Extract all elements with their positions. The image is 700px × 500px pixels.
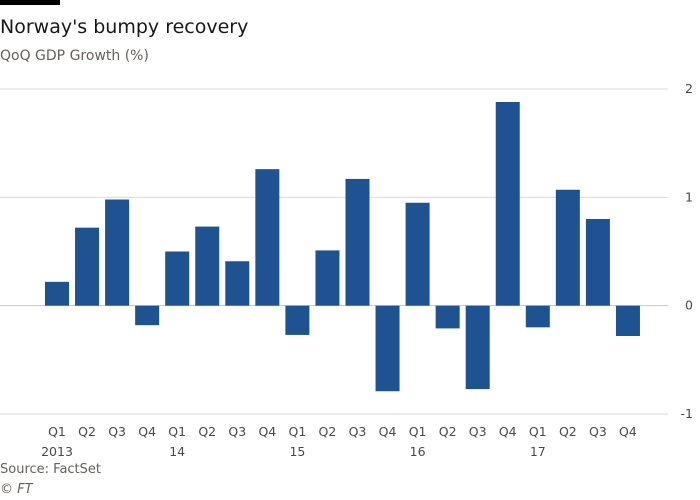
copyright-note: © FT <box>0 482 33 497</box>
x-tick-label: Q4 <box>499 424 517 439</box>
brand-bar <box>0 0 60 5</box>
bars <box>45 102 640 392</box>
x-year-label: 17 <box>530 444 546 459</box>
y-tick-label: -1 <box>681 406 693 421</box>
x-tick-label: Q1 <box>168 424 186 439</box>
x-tick-label: Q1 <box>48 424 66 439</box>
bar-q2-2016 <box>435 305 460 329</box>
x-tick-label: Q2 <box>78 424 96 439</box>
x-tick-label: Q2 <box>319 424 337 439</box>
bar-q3-2013 <box>105 199 130 306</box>
x-tick-label: Q3 <box>589 424 607 439</box>
x-tick-label: Q3 <box>108 424 126 439</box>
x-year-label: 14 <box>169 444 185 459</box>
y-tick-label: 2 <box>685 81 693 96</box>
chart-title: Norway's bumpy recovery <box>0 16 249 38</box>
y-tick-label: 1 <box>685 189 693 204</box>
bar-q1-2016 <box>405 202 430 306</box>
bar-q3-2015 <box>345 178 370 306</box>
bar-q4-2017 <box>615 305 640 336</box>
bar-q1-2015 <box>285 305 310 335</box>
x-year-label: 16 <box>410 444 426 459</box>
source-note: Source: FactSet <box>0 462 102 477</box>
x-tick-label: Q1 <box>529 424 547 439</box>
bar-q3-2014 <box>225 261 250 306</box>
x-tick-label: Q2 <box>559 424 577 439</box>
x-tick-label: Q4 <box>379 424 397 439</box>
x-year-label: 15 <box>289 444 305 459</box>
bar-q3-2017 <box>585 219 610 306</box>
x-tick-label: Q1 <box>409 424 427 439</box>
bar-q4-2013 <box>135 305 160 326</box>
x-tick-label: Q4 <box>138 424 156 439</box>
bar-q4-2015 <box>375 305 400 392</box>
bar-q2-2013 <box>75 227 100 306</box>
x-tick-label: Q3 <box>228 424 246 439</box>
x-tick-label: Q4 <box>619 424 637 439</box>
bar-q3-2016 <box>465 305 490 390</box>
bar-q1-2014 <box>165 251 190 306</box>
bar-q1-2017 <box>525 305 550 328</box>
bar-q1-2013 <box>45 281 69 306</box>
x-tick-label: Q3 <box>469 424 487 439</box>
bar-q4-2014 <box>255 169 280 306</box>
y-tick-label: 0 <box>685 298 693 313</box>
x-tick-label: Q2 <box>439 424 457 439</box>
x-tick-label: Q2 <box>198 424 216 439</box>
x-tick-label: Q3 <box>349 424 367 439</box>
bar-q2-2017 <box>555 189 580 306</box>
x-tick-label: Q4 <box>258 424 276 439</box>
bar-q2-2014 <box>195 226 220 306</box>
x-tick-label: Q1 <box>289 424 307 439</box>
axis-labels: -1 0 1 2 Q1 2013 Q2 Q3 Q4 Q1 14 Q2 Q3 Q4 Q1 15 Q2 Q3 Q4 Q1 1… <box>41 81 693 459</box>
bar-q4-2016 <box>495 102 520 306</box>
bar-q2-2015 <box>315 250 340 306</box>
x-year-label: 2013 <box>41 444 73 459</box>
chart-subtitle: QoQ GDP Growth (%) <box>0 48 149 64</box>
